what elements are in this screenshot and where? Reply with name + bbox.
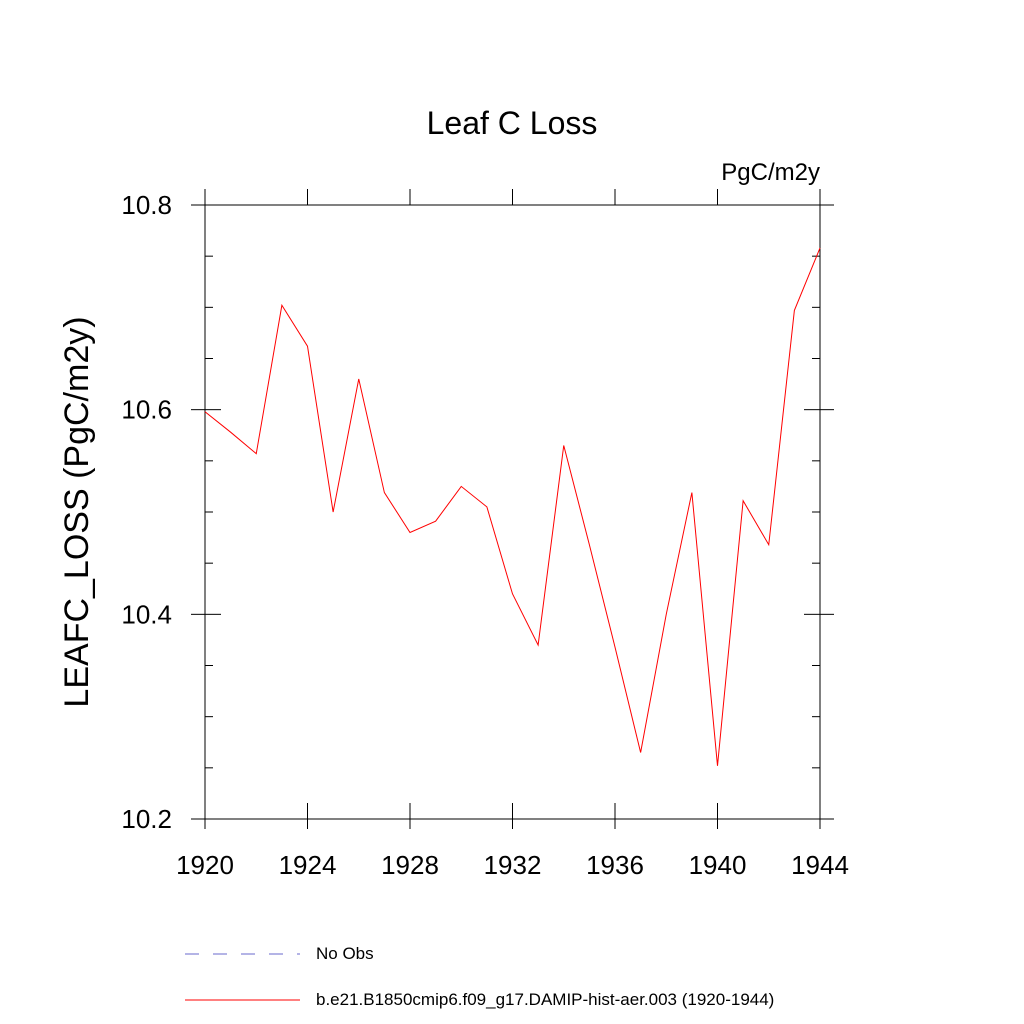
chart-title: Leaf C Loss (427, 105, 598, 141)
legend: No Obs b.e21.B1850cmip6.f09_g17.DAMIP-hi… (185, 944, 774, 1009)
x-tick-label: 1932 (484, 850, 542, 880)
x-tick-label: 1924 (279, 850, 337, 880)
y-tick-label: 10.2 (121, 804, 172, 834)
legend-label-no-obs: No Obs (316, 944, 374, 963)
y-tick-label: 10.6 (121, 395, 172, 425)
y-tick-label: 10.4 (121, 599, 172, 629)
series-layer (204, 247, 821, 766)
units-label: PgC/m2y (721, 159, 820, 186)
legend-label-model: b.e21.B1850cmip6.f09_g17.DAMIP-hist-aer.… (316, 990, 774, 1009)
x-tick-label: 1940 (689, 850, 747, 880)
axis-ticks (191, 189, 834, 829)
series-line (204, 247, 821, 766)
x-tick-label: 1920 (176, 850, 234, 880)
axis-tick-labels: 1920 1924 1928 1932 1936 1940 1944 10.2 10.4 10.6… (121, 190, 849, 880)
x-tick-label: 1936 (586, 850, 644, 880)
y-tick-label: 10.8 (121, 190, 172, 220)
plot-frame (204, 204, 821, 820)
y-axis-label: LEAFC_LOSS (PgC/m2y) (58, 316, 96, 707)
x-tick-label: 1928 (381, 850, 439, 880)
x-tick-label: 1944 (791, 850, 849, 880)
